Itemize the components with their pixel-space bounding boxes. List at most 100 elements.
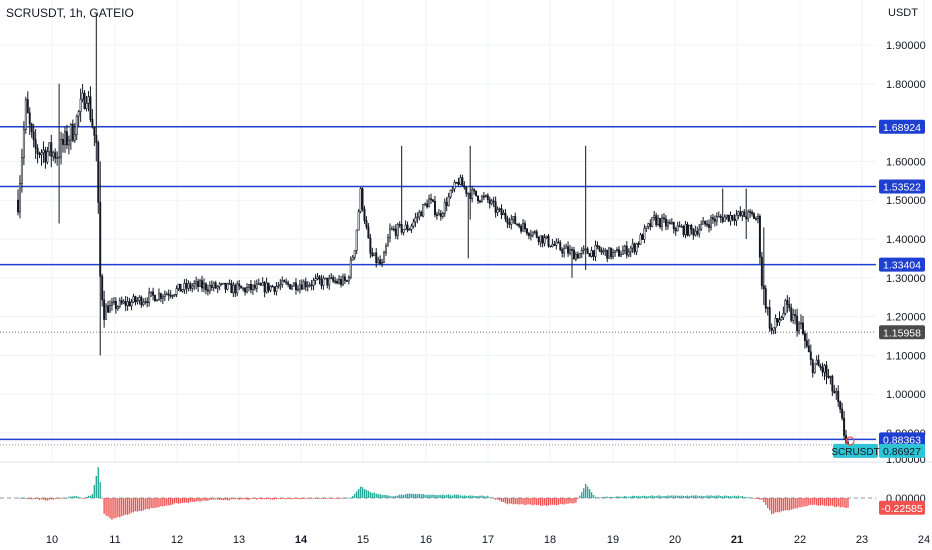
candle [629, 245, 632, 258]
candle-body [598, 245, 601, 251]
candle-body [206, 289, 209, 292]
histogram-bar [377, 493, 379, 498]
y-tick-label: 1.20000 [886, 312, 926, 324]
candle [751, 209, 754, 217]
histogram-bar [130, 498, 133, 513]
candle [731, 215, 734, 222]
histogram-bar [422, 493, 424, 498]
candle-body [60, 138, 63, 158]
histogram-bar [710, 495, 712, 498]
histogram-bar [543, 498, 546, 506]
candle [451, 186, 454, 194]
histogram-bar [424, 494, 426, 498]
candle [684, 220, 687, 239]
histogram-bar [275, 498, 278, 500]
candle [152, 287, 155, 301]
candle-body [461, 177, 464, 186]
histogram-bar [77, 497, 80, 498]
candle [666, 219, 669, 230]
histogram-bar [389, 495, 391, 498]
histogram-bar [232, 498, 235, 500]
candle-body [345, 280, 348, 282]
candle [817, 354, 820, 367]
histogram-bar [436, 495, 438, 498]
candle-body [811, 359, 814, 373]
candle-body [359, 188, 362, 212]
candle-body [109, 304, 111, 313]
candle [461, 174, 464, 186]
histogram-bar [60, 498, 62, 499]
histogram-bar [197, 498, 199, 501]
candle [253, 280, 256, 291]
histogram-bar [70, 496, 72, 498]
histogram-bar [54, 498, 56, 500]
level-price-tag-bg [879, 432, 925, 447]
candle-body [253, 284, 256, 289]
x-tick-label: 12 [171, 534, 183, 546]
candle-body [52, 152, 55, 157]
candle-body [706, 223, 709, 226]
candle-body [261, 282, 264, 286]
candle [28, 107, 31, 135]
candle-body [418, 211, 421, 218]
candle [222, 282, 225, 285]
histogram-bar [361, 487, 364, 498]
candle [792, 308, 795, 324]
histogram-bar [27, 498, 29, 500]
candle [580, 247, 583, 258]
candle-body [310, 284, 313, 287]
candle-body [244, 287, 247, 293]
candle [760, 252, 763, 290]
histogram-bar [735, 496, 738, 498]
histogram-bar [585, 483, 587, 498]
candle [567, 241, 570, 257]
candle [801, 315, 804, 336]
histogram-bar [21, 497, 23, 499]
candle-body [496, 209, 499, 213]
candle-body [672, 222, 675, 230]
histogram-bar [299, 498, 301, 500]
histogram-bar [228, 498, 231, 501]
histogram-bar [626, 496, 628, 498]
candle [410, 223, 413, 233]
histogram-bar [774, 498, 777, 513]
candle [95, 13, 98, 162]
histogram-bar [236, 498, 238, 500]
histogram-bar [279, 498, 281, 500]
histogram-bar [575, 498, 577, 503]
histogram-bar [698, 496, 700, 498]
histogram-bar [767, 498, 769, 509]
candle-body [565, 246, 568, 249]
candle-body [183, 283, 186, 290]
candle-body [390, 228, 393, 231]
level-lines[interactable] [0, 126, 876, 446]
histogram-bar [694, 495, 696, 498]
histogram-bar [815, 498, 818, 506]
histogram-bar [44, 498, 47, 501]
candle [459, 174, 462, 186]
histogram-bar [62, 497, 64, 499]
histogram-bar [248, 498, 250, 500]
candle-body [494, 201, 497, 213]
candle [813, 363, 816, 374]
histogram-bar [46, 498, 49, 501]
histogram-bar [579, 495, 581, 498]
candle [704, 220, 707, 227]
candle [167, 289, 170, 301]
histogram-bar [283, 498, 285, 499]
candle [571, 246, 573, 278]
histogram-bar [201, 498, 203, 501]
histogram-bar [383, 494, 385, 498]
candle [563, 244, 566, 258]
candle-body [242, 287, 245, 290]
symbol-title[interactable]: SCRUSDT, 1h, GATEIO [6, 6, 134, 20]
histogram-bar [240, 498, 242, 500]
candle [561, 247, 564, 258]
candle [101, 273, 104, 307]
candle-body [228, 283, 231, 285]
histogram-bar [126, 498, 129, 515]
histogram-bar [191, 498, 193, 502]
histogram-bar [720, 496, 722, 498]
candle-body [42, 149, 45, 154]
